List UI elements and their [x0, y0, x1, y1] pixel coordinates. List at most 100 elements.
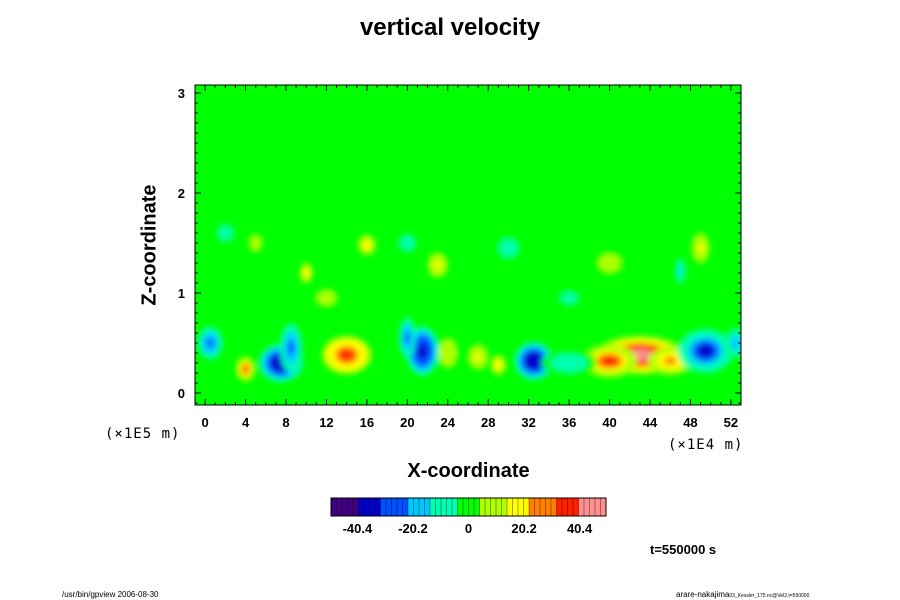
field-contour [417, 343, 428, 359]
colorbar-swatch [430, 498, 436, 516]
colorbar-swatch [523, 498, 530, 516]
colorbar-swatch [584, 498, 590, 516]
colorbar-swatch [512, 498, 519, 516]
x-tick-label: 44 [643, 415, 658, 430]
colorbar-swatch [507, 498, 513, 516]
colorbar-swatch [562, 498, 568, 516]
colorbar-swatch [595, 498, 601, 516]
field-contour [697, 344, 714, 358]
colorbar-swatch [479, 498, 486, 516]
colorbar-swatch [545, 498, 552, 516]
colorbar-swatch [556, 498, 563, 516]
colorbar-swatch [600, 498, 607, 516]
x-tick-label: 12 [319, 415, 333, 430]
colorbar-swatch [490, 498, 497, 516]
colorbar-swatch [358, 498, 365, 516]
colorbar-swatch [551, 498, 557, 516]
colorbar-swatch [369, 498, 376, 516]
field-contour [206, 338, 214, 348]
field-contour [364, 241, 370, 249]
x-tick-label: 32 [521, 415, 535, 430]
colorbar-swatch [518, 498, 524, 516]
colorbar-swatch [408, 498, 414, 516]
x-tick-label: 40 [602, 415, 616, 430]
colorbar-swatch [342, 498, 348, 516]
colorbar-swatch [589, 498, 596, 516]
y-tick-label: 3 [178, 86, 185, 101]
x-axis-label: X-coordinate [407, 460, 530, 482]
x-tick-label: 4 [242, 415, 250, 430]
colorbar-tick-label: -40.4 [343, 521, 373, 536]
colorbar-swatch [435, 498, 442, 516]
colorbar-swatch [347, 498, 354, 516]
colorbar-swatch [457, 498, 464, 516]
colorbar-swatch [336, 498, 343, 516]
field-contour [304, 269, 309, 277]
x-tick-label: 24 [441, 415, 456, 430]
colorbar-swatch [424, 498, 431, 516]
field-contour [287, 340, 295, 356]
field-contour [604, 259, 615, 267]
x-tick-label: 48 [683, 415, 697, 430]
colorbar-swatch [501, 498, 508, 516]
field-features [197, 219, 741, 383]
field-contour [495, 361, 501, 369]
colorbar-swatch [364, 498, 370, 516]
x-tick-label: 16 [360, 415, 374, 430]
colorbar-swatch [375, 498, 381, 516]
field-contour [732, 338, 740, 348]
colorbar-swatch [573, 498, 579, 516]
field-contour [322, 294, 331, 302]
y-tick-label: 2 [178, 186, 185, 201]
colorbar-tick-label: 0 [465, 521, 472, 536]
x-tick-label: 20 [400, 415, 414, 430]
chart-title: vertical velocity [359, 14, 541, 41]
field-contour [504, 244, 513, 252]
heatmap-field [195, 85, 741, 405]
field-contour [474, 353, 482, 361]
footer-right-small: 03_Kessler_175.nc@Vel2,t=550000 [729, 593, 810, 599]
colorbar-swatch [529, 498, 535, 516]
footer-left: /usr/bin/gpview 2006-08-30 [62, 590, 159, 599]
colorbar-swatch [485, 498, 491, 516]
colorbar-swatch [474, 498, 480, 516]
colorbar-swatch [402, 498, 409, 516]
colorbar-swatch [463, 498, 469, 516]
colorbar-swatch [413, 498, 420, 516]
colorbar-swatch [441, 498, 447, 516]
field-contour [444, 348, 452, 358]
colorbar-swatch [397, 498, 403, 516]
y-scale-note: (×1E5 m) [105, 426, 181, 442]
field-contour [663, 357, 677, 365]
colorbar-swatch [578, 498, 585, 516]
colorbar-swatch [534, 498, 541, 516]
field-contour [564, 294, 574, 302]
x-tick-label: 52 [724, 415, 738, 430]
x-tick-label: 8 [282, 415, 289, 430]
colorbar-swatch [468, 498, 475, 516]
field-contour [434, 261, 441, 269]
footer-right: arare-nakajima03_Kessler_175.nc@Vel2,t=5… [676, 590, 809, 599]
time-label: t=550000 s [650, 542, 717, 557]
field-contour [678, 267, 682, 275]
field-contour [221, 229, 230, 237]
field-contour [242, 365, 249, 373]
colorbar-swatch [496, 498, 502, 516]
colorbar-swatch [380, 498, 387, 516]
colorbar-swatch [452, 498, 458, 516]
x-tick-label: 36 [562, 415, 576, 430]
colorbar-swatch [540, 498, 546, 516]
field-contour [404, 332, 410, 344]
y-tick-label: 1 [178, 286, 185, 301]
footer-right-main: arare-nakajima [676, 590, 730, 599]
colorbar-swatch [386, 498, 392, 516]
colorbar-swatch [331, 498, 337, 516]
colorbar-frame [330, 497, 607, 517]
colorbar-swatch [419, 498, 425, 516]
colorbar-tick-label: 40.4 [567, 521, 593, 536]
field-contour [528, 355, 540, 367]
x-tick-label: 28 [481, 415, 495, 430]
colorbar-swatch [391, 498, 398, 516]
